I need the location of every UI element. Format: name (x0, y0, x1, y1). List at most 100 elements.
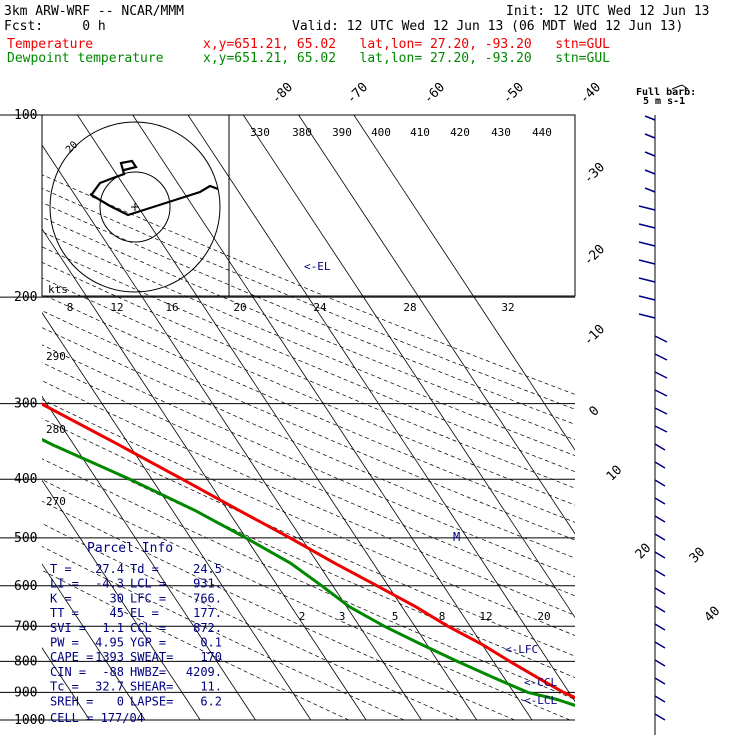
parcel-cell: YGP = (130, 636, 166, 650)
isotherm (42, 563, 146, 720)
parcel-cell: 931. (193, 577, 222, 591)
pressure-label: 300 (14, 397, 37, 412)
parcel-cell: Tc = (50, 680, 79, 694)
parcel-cell: Td = (130, 562, 159, 576)
isotherm (42, 228, 367, 720)
hodograph-center-icon (131, 203, 139, 211)
parcel-cell: -4.3 (95, 577, 124, 591)
isotherm (187, 115, 575, 703)
pressure-label: 200 (14, 290, 37, 305)
parcel-cell: LFC = (130, 591, 166, 605)
profiles (42, 402, 575, 707)
temperature-tick-label: -70 (344, 80, 371, 107)
pressure-label: 1000 (14, 713, 45, 728)
hodograph-outer-ring (49, 121, 221, 293)
dry-adiabat (42, 479, 571, 720)
parcel-cell: 4209. (186, 665, 222, 679)
wind-legend-title: Full barb: (636, 87, 696, 98)
ccl-marker: <-CCL (524, 676, 557, 689)
wind-barb-icon (654, 605, 666, 613)
pressure-label: 800 (14, 654, 37, 669)
dry-adiabat (42, 327, 575, 559)
temperature-tick-label: 20 (633, 541, 655, 563)
kts-label: kts (48, 283, 68, 296)
pressure-label: 100 (14, 108, 37, 123)
theta-tick-label: 390 (332, 126, 352, 139)
wind-barb-icon (644, 187, 656, 193)
wind-barb-icon (654, 623, 666, 631)
pressure-label: 600 (14, 579, 37, 594)
parcel-cell: 1.1 (102, 621, 124, 635)
dewpoint-legend: Dewpoint temperature (7, 51, 164, 66)
parcel-title: Parcel Info (87, 541, 173, 556)
theta-left-label: 290 (46, 350, 66, 363)
model-title: 3km ARW-WRF -- NCAR/MMM (4, 4, 184, 19)
theta-tick-label: 330 (250, 126, 270, 139)
speed-tick-label: 32 (501, 301, 514, 314)
parcel-cell: 766. (193, 591, 222, 605)
dry-adiabat (42, 569, 349, 720)
theta-tick-label: 380 (292, 126, 312, 139)
dry-adiabat (42, 380, 575, 616)
chart-grid (42, 115, 575, 720)
parcel-cell: 11. (200, 680, 222, 694)
dry-adiabat (42, 216, 575, 441)
temperature-tick-label: -30 (581, 160, 608, 187)
theta-left-label: 280 (46, 423, 66, 436)
parcel-cell: 0.1 (200, 636, 222, 650)
temperature-legend: Temperature (7, 37, 93, 52)
wind-legend-value: 5 m s-1 (643, 96, 685, 107)
isotherm (77, 115, 478, 720)
wind-barb-icon (644, 115, 656, 121)
parcel-cell: T = (50, 562, 72, 576)
parcel-cell: 24.5 (193, 562, 222, 576)
parcel-cell: 27.4 (95, 562, 124, 576)
temperature-profile (42, 402, 575, 700)
dry-adiabat (42, 437, 575, 678)
dry-adiabat (42, 523, 460, 720)
valid-time: Valid: 12 UTC Wed 12 Jun 13 (06 MDT Wed … (292, 19, 683, 34)
wind-barb-icon (638, 223, 656, 229)
speed-tick-label: 16 (165, 301, 178, 314)
wind-barb-icon (654, 587, 666, 595)
wind-barb-icon (654, 497, 666, 505)
wind-barb-icon (654, 569, 666, 577)
mixing-ratio-label: 3 (339, 610, 346, 623)
parcel-cell: CAPE = (50, 650, 93, 664)
wind-barb-icon (644, 151, 656, 157)
isotherm (298, 115, 575, 535)
isotherm (42, 395, 256, 720)
wind-barb-icon (638, 277, 656, 283)
parcel-cell: LI = (50, 577, 79, 591)
wind-barb-icon (654, 533, 666, 541)
temperature-tick-label: -60 (421, 80, 448, 107)
speed-tick-label: 24 (313, 301, 327, 314)
wind-barb-icon (654, 695, 666, 703)
mixing-ratio-label: 8 (439, 610, 446, 623)
isotherm (132, 115, 533, 720)
wind-barb-icon (654, 335, 668, 343)
wind-barb-icon (654, 641, 666, 649)
wind-barb-icon (654, 425, 668, 433)
isotherm (242, 115, 575, 619)
wind-legend-barb-icon (671, 84, 689, 90)
parcel-cell: PW = (50, 636, 79, 650)
temperature-location: x,y=651.21, 65.02 lat,lon= 27.20, -93.20… (203, 37, 610, 52)
pressure-label: 900 (14, 685, 37, 700)
wind-barb-icon (654, 479, 666, 487)
temperature-tick-label: -40 (577, 80, 604, 107)
dry-adiabat (42, 500, 515, 720)
parcel-cell: TT = (50, 606, 79, 620)
wind-barb-icon (638, 259, 656, 265)
el-marker: <-EL (304, 260, 331, 273)
parcel-cell: 4.95 (95, 636, 124, 650)
pressure-label: 700 (14, 619, 37, 634)
init-time: Init: 12 UTC Wed 12 Jun 13 (506, 4, 710, 19)
parcel-cell: 872. (193, 621, 222, 635)
parcel-cell: 0 (117, 694, 124, 708)
parcel-cell: SVI = (50, 621, 86, 635)
parcel-cell: HWBZ= (130, 665, 166, 679)
dry-adiabat (42, 202, 575, 425)
lfc-marker: <-LFC (505, 643, 538, 656)
